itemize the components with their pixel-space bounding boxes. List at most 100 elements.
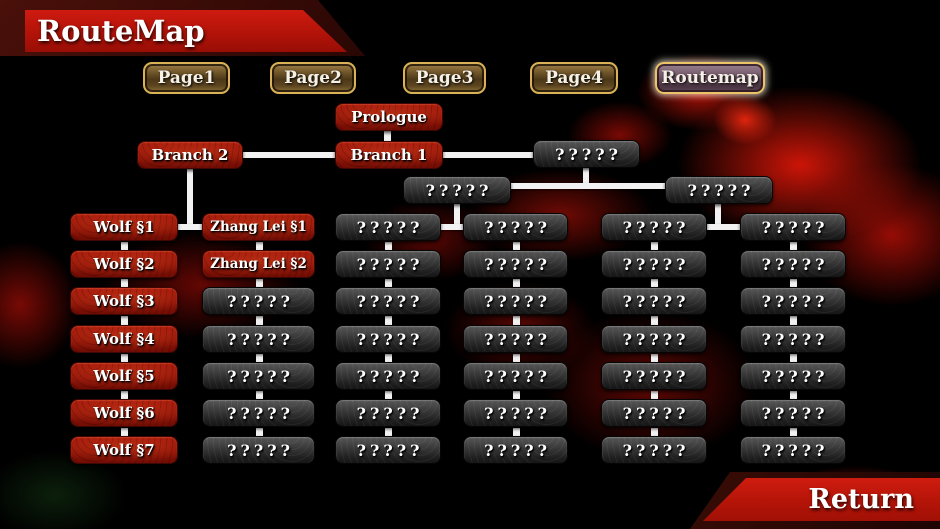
connector-line <box>121 428 128 437</box>
connector-line <box>385 391 392 400</box>
route-node-label: ????? <box>227 329 294 349</box>
tab-page3[interactable]: Page3 <box>403 62 486 94</box>
connector-line <box>385 279 392 288</box>
route-node-label: ????? <box>484 291 551 311</box>
tab-page4[interactable]: Page4 <box>530 62 618 94</box>
route-node-unknown-6-row5: ????? <box>740 362 846 390</box>
route-node-unknown-6-row6: ????? <box>740 399 846 427</box>
connector-line <box>176 224 204 230</box>
route-node-label: ????? <box>761 403 829 423</box>
route-node-label: ????? <box>622 403 690 423</box>
tab-page1[interactable]: Page1 <box>143 62 230 94</box>
connector-line <box>256 242 263 251</box>
route-node-unknown-6-row7: ????? <box>740 436 846 464</box>
route-node-label: ????? <box>484 217 551 237</box>
route-node-branch-2: Branch 2 <box>137 141 243 169</box>
route-node-label: ????? <box>761 440 829 460</box>
connector-line <box>651 354 658 363</box>
connector-line <box>243 152 335 158</box>
connector-line <box>790 354 797 363</box>
route-node-label: Zhang Lei §1 <box>210 219 307 235</box>
route-node-zhang-lei-row5: ????? <box>202 362 315 390</box>
route-node-unknown-5-row2: ????? <box>601 250 707 278</box>
route-node-label: Prologue <box>351 108 427 126</box>
route-node-unknown-hub-left: ????? <box>403 176 511 204</box>
connector-line <box>651 279 658 288</box>
route-node-unknown-4-row5: ????? <box>463 362 568 390</box>
route-node-unknown-5-row3: ????? <box>601 287 707 315</box>
route-node-unknown-3-row1: ????? <box>335 213 441 241</box>
route-node-unknown-3-row7: ????? <box>335 436 441 464</box>
connector-line <box>651 316 658 325</box>
connector-line <box>651 391 658 400</box>
connector-line <box>121 391 128 400</box>
connector-line <box>385 354 392 363</box>
route-node-label: ????? <box>227 291 294 311</box>
route-node-label: ????? <box>356 440 424 460</box>
connector-line <box>187 168 193 227</box>
route-node-label: ????? <box>622 440 690 460</box>
route-node-wolf-row6: Wolf §6 <box>70 399 178 427</box>
connector-line <box>256 354 263 363</box>
connector-line <box>651 428 658 437</box>
connector-line <box>121 279 128 288</box>
route-node-label: ????? <box>761 254 829 274</box>
route-node-label: ????? <box>761 329 829 349</box>
route-node-unknown-6-row1: ????? <box>740 213 846 241</box>
connector-line <box>256 316 263 325</box>
route-node-unknown-6-row4: ????? <box>740 325 846 353</box>
route-node-wolf-row4: Wolf §4 <box>70 325 178 353</box>
route-node-label: ????? <box>484 403 551 423</box>
route-node-unknown-4-row6: ????? <box>463 399 568 427</box>
route-node-label: Branch 2 <box>151 146 229 164</box>
route-node-unknown-3-row3: ????? <box>335 287 441 315</box>
route-node-label: ????? <box>687 180 755 200</box>
connector-line <box>443 152 533 158</box>
route-node-unknown-hub-top: ????? <box>533 140 640 168</box>
route-node-label: ????? <box>761 366 829 386</box>
route-node-label: ????? <box>555 144 622 164</box>
route-node-label: ????? <box>761 217 829 237</box>
tab-page2[interactable]: Page2 <box>270 62 356 94</box>
route-node-label: Zhang Lei §2 <box>210 256 307 272</box>
connector-line <box>651 242 658 251</box>
route-node-label: Wolf §4 <box>93 330 155 348</box>
route-node-label: Wolf §5 <box>93 367 155 385</box>
route-node-unknown-5-row4: ????? <box>601 325 707 353</box>
connector-line <box>256 279 263 288</box>
tab-routemap[interactable]: Routemap <box>655 62 765 94</box>
return-button[interactable]: Return <box>703 478 940 521</box>
connector-line <box>513 242 520 251</box>
route-node-zhang-lei-row7: ????? <box>202 436 315 464</box>
route-node-label: Wolf §3 <box>93 292 155 310</box>
connector-line <box>790 279 797 288</box>
connector-line <box>385 428 392 437</box>
route-node-label: ????? <box>356 217 424 237</box>
route-node-label: Wolf §2 <box>93 255 155 273</box>
route-node-label: ????? <box>484 254 551 274</box>
route-node-label: ????? <box>622 254 690 274</box>
route-node-branch-1: Branch 1 <box>335 141 443 169</box>
connector-line <box>256 391 263 400</box>
route-node-unknown-6-row2: ????? <box>740 250 846 278</box>
route-node-label: ????? <box>227 403 294 423</box>
route-node-label: ????? <box>356 254 424 274</box>
route-node-unknown-6-row3: ????? <box>740 287 846 315</box>
route-node-label: ????? <box>622 291 690 311</box>
connector-line <box>385 242 392 251</box>
connector-line <box>513 354 520 363</box>
connector-line <box>705 224 742 230</box>
route-node-unknown-3-row6: ????? <box>335 399 441 427</box>
route-node-label: ????? <box>622 329 690 349</box>
route-node-unknown-4-row1: ????? <box>463 213 568 241</box>
route-node-label: ????? <box>227 440 294 460</box>
connector-line <box>790 391 797 400</box>
route-node-label: ????? <box>227 366 294 386</box>
route-node-unknown-5-row6: ????? <box>601 399 707 427</box>
route-node-unknown-4-row4: ????? <box>463 325 568 353</box>
connector-line <box>513 316 520 325</box>
connector-line <box>256 428 263 437</box>
connector-line <box>790 242 797 251</box>
connector-line <box>583 166 589 187</box>
